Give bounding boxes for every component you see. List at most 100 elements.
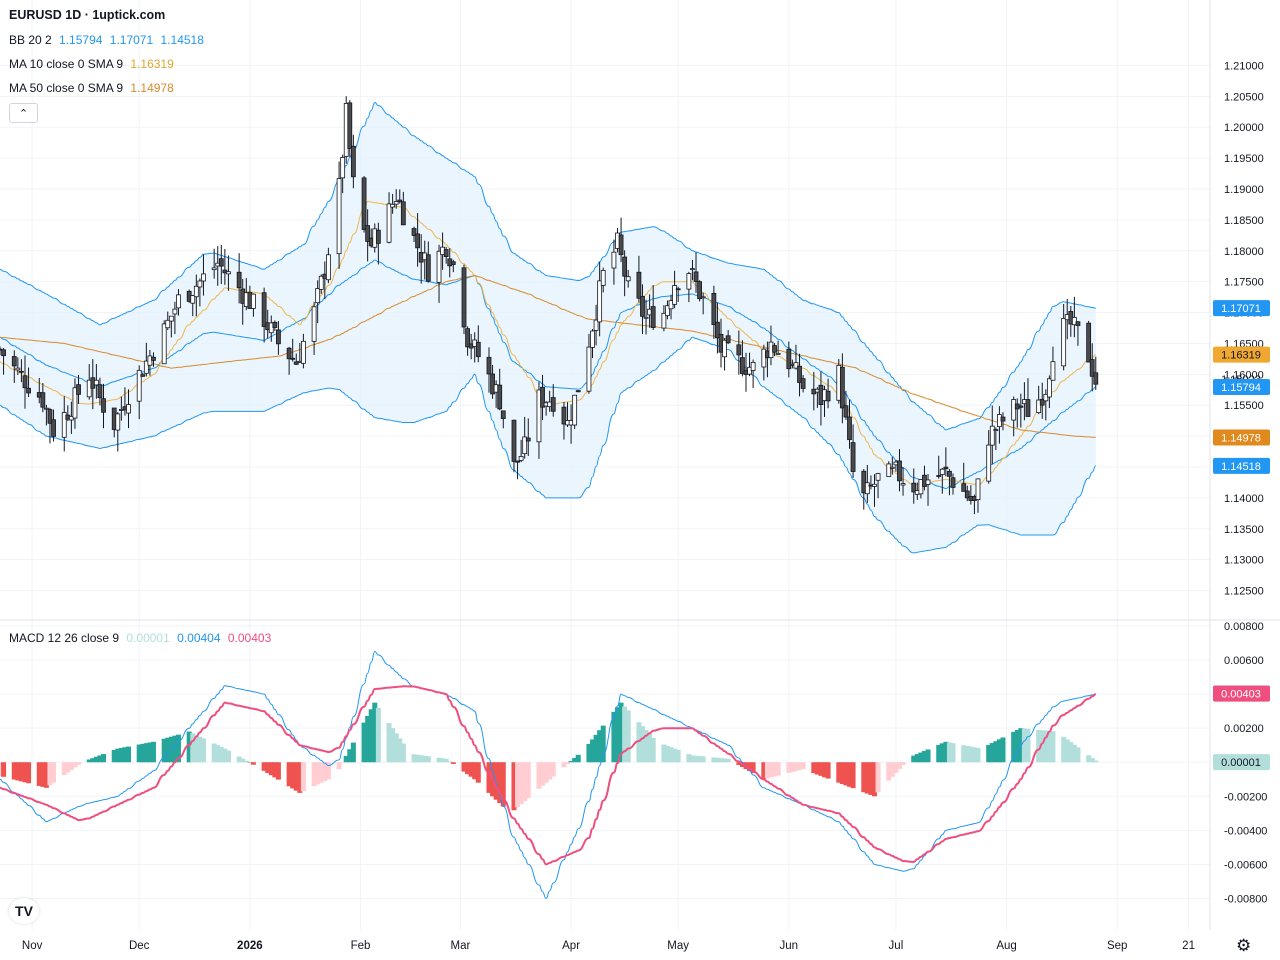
price-tick-label: 1.20000 — [1224, 122, 1264, 134]
macd-histogram-bar — [786, 762, 792, 773]
candle — [525, 418, 531, 456]
chevron-up-icon[interactable]: ⌃ — [9, 103, 38, 123]
macd-histogram-bar — [889, 762, 895, 777]
candle-body — [26, 387, 31, 394]
gear-icon[interactable]: ⚙ — [1236, 936, 1252, 955]
candle — [315, 280, 321, 324]
candle-body — [361, 177, 367, 230]
tradingview-logo[interactable]: TV — [9, 898, 39, 924]
ma50-legend[interactable]: MA 50 close 0 SMA 9 1.14978 — [9, 81, 178, 95]
macd-histogram-bar — [921, 751, 927, 763]
candle-body — [300, 340, 306, 364]
candle — [72, 378, 78, 429]
macd-hist-badge-text: 0.00001 — [1221, 757, 1261, 769]
macd-histogram-bar — [447, 761, 453, 763]
candle-body — [793, 362, 799, 369]
candle-body — [97, 384, 103, 399]
macd-histogram-bar — [775, 762, 781, 776]
macd-histogram-bar — [340, 762, 346, 763]
macd-histogram-bar — [486, 762, 492, 793]
candle — [1036, 385, 1042, 415]
candle — [397, 189, 403, 204]
candle-body — [1086, 322, 1092, 363]
macd-histogram-bar — [961, 745, 967, 763]
macd-histogram-bar — [36, 762, 42, 786]
candle-body — [1000, 416, 1006, 422]
ma50-badge: 1.14978 — [1213, 429, 1270, 446]
macd-histogram-bar — [125, 746, 131, 763]
candle-body — [900, 483, 906, 486]
macd-histogram-bar — [818, 762, 824, 776]
candle-body — [19, 370, 24, 373]
macd-histogram-bar — [268, 762, 274, 776]
macd-histogram-bar — [1036, 729, 1042, 763]
bb-basis-badge-bg — [1213, 379, 1270, 396]
macd-histogram-bar — [1064, 739, 1070, 763]
candle — [911, 468, 917, 504]
ma10-value: 1.16319 — [130, 57, 174, 71]
candle-body — [939, 468, 945, 475]
macd-histogram-bar — [236, 756, 242, 763]
candle-body — [136, 369, 142, 402]
macd-histogram-bar — [597, 730, 603, 763]
macd-histogram-bar — [986, 744, 992, 763]
macd-histogram-bar — [22, 762, 28, 783]
candle-body — [518, 456, 524, 461]
macd-histogram-bar — [1050, 731, 1056, 763]
macd-histogram-bar — [711, 757, 717, 763]
candle-body — [561, 406, 567, 425]
macd-histogram-bar — [822, 762, 828, 778]
candle-body — [711, 292, 717, 325]
macd-histogram-bar — [772, 762, 778, 777]
candle-body — [1, 349, 6, 357]
candle — [300, 333, 306, 369]
candle — [461, 264, 467, 335]
time-tick-label: 21 — [1182, 940, 1195, 952]
macd-histogram-bar — [697, 756, 703, 763]
time-tick-label: Dec — [129, 940, 150, 952]
macd-line-value: 0.00404 — [177, 631, 221, 645]
candle-body — [797, 365, 802, 383]
macd-histogram-bar — [293, 762, 299, 791]
candle — [650, 285, 656, 331]
macd-legend[interactable]: MACD 12 26 close 9 0.00001 0.00404 0.004… — [9, 631, 275, 645]
macd-histogram-bar — [1075, 747, 1081, 763]
macd-tick-label: -0.00200 — [1224, 791, 1267, 803]
bb-legend[interactable]: BB 20 2 1.15794 1.17071 1.14518 — [9, 33, 208, 47]
macd-tick-label: -0.00400 — [1224, 825, 1267, 837]
candle-body — [340, 157, 346, 179]
candle-body — [226, 271, 231, 275]
macd-histogram-bar — [450, 762, 456, 764]
macd-histogram-bar — [365, 715, 371, 763]
macd-histogram-bar — [11, 762, 17, 780]
candle-body — [22, 375, 28, 389]
candle — [47, 407, 53, 444]
macd-histogram-bar — [397, 738, 403, 763]
macd-line — [0, 650, 1096, 900]
candle — [597, 261, 603, 337]
candle — [101, 383, 106, 429]
macd-histogram-bar — [497, 762, 503, 804]
macd-histogram-bar — [1043, 730, 1049, 763]
candle-body — [1046, 378, 1052, 398]
candle — [236, 253, 242, 304]
candle-body — [61, 412, 67, 438]
macd-histogram-bar — [561, 762, 567, 768]
macd-histogram-bar — [140, 743, 146, 763]
candle-body — [72, 387, 78, 419]
macd-histogram-bar — [197, 736, 203, 763]
candle-body — [315, 288, 321, 304]
candle — [964, 485, 970, 502]
macd-histogram-bar — [165, 737, 171, 763]
macd-signal-line — [0, 685, 1096, 866]
candle — [1050, 346, 1056, 381]
candle-body — [40, 392, 46, 408]
macd-histogram-bar — [1021, 728, 1027, 763]
ma10-legend[interactable]: MA 10 close 0 SMA 9 1.16319 — [9, 57, 178, 71]
macd-histogram-bar — [1025, 728, 1031, 763]
candle — [575, 390, 581, 393]
candle-body — [889, 466, 895, 469]
candle-body — [76, 384, 81, 395]
macd-histogram-bar — [590, 739, 596, 763]
